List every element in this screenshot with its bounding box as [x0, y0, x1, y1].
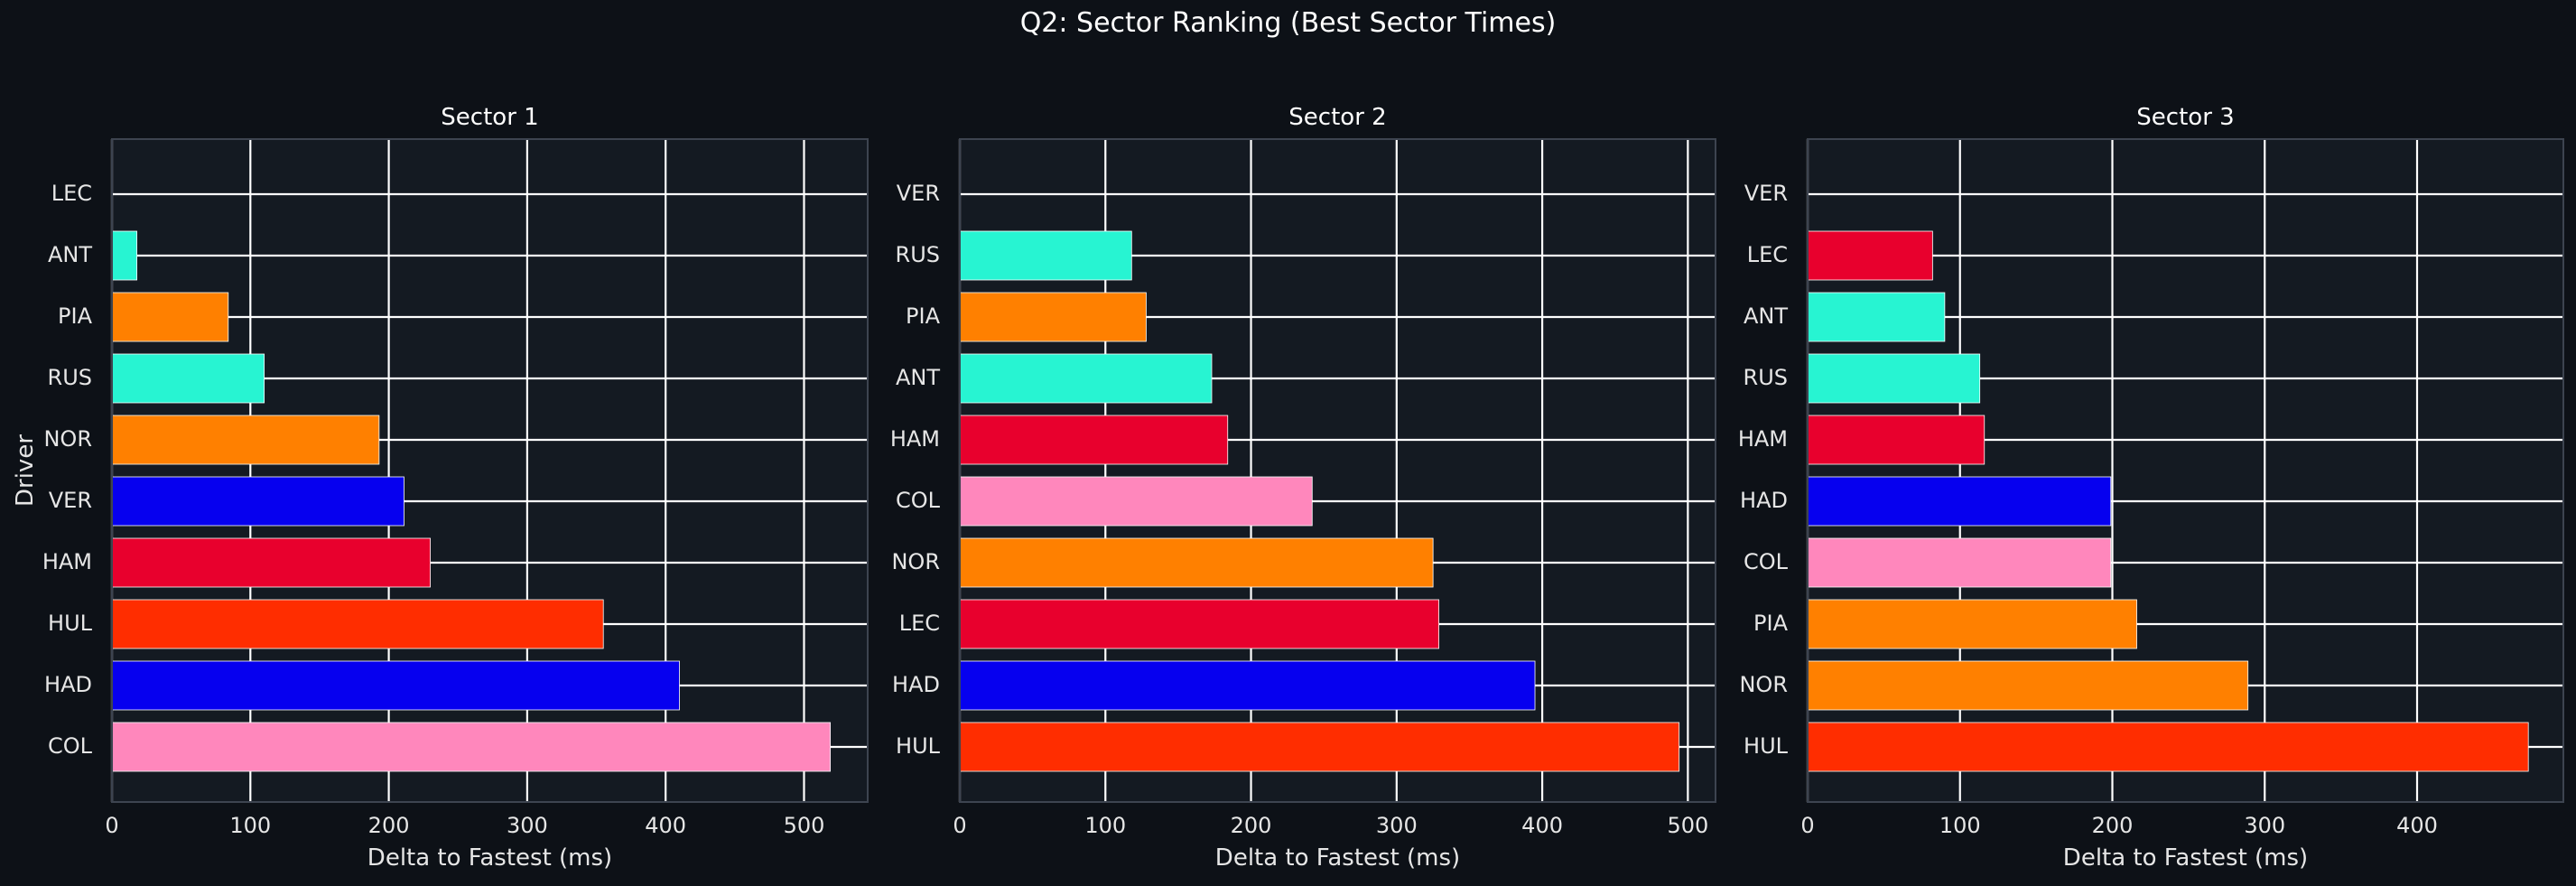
x-tick-label: 0	[1800, 813, 1814, 838]
x-tick-label: 200	[2092, 813, 2134, 838]
bar-HUL	[1807, 722, 2529, 772]
bar-HAM	[959, 415, 1229, 465]
plot-frame	[111, 138, 869, 803]
x-tick-label: 100	[1939, 813, 1981, 838]
y-tick-label: ANT	[896, 365, 940, 390]
y-tick-label: COL	[48, 733, 93, 759]
y-tick-label: NOR	[891, 549, 940, 574]
bar-HAM	[1807, 415, 1985, 465]
y-axis-label: Driver	[12, 434, 39, 507]
y-tick-label: VER	[1744, 181, 1788, 206]
x-tick-label: 500	[784, 813, 825, 838]
y-tick-label: RUS	[48, 365, 92, 390]
bar-PIA	[959, 292, 1147, 342]
x-tick-label: 100	[1084, 813, 1126, 838]
x-tick-label: 400	[1521, 813, 1563, 838]
y-tick-label: RUS	[1744, 365, 1788, 390]
x-tick-label: 0	[105, 813, 118, 838]
y-tick-label: HUL	[896, 733, 941, 759]
bar-HAM	[111, 537, 431, 588]
bar-COL	[111, 722, 832, 772]
bar-RUS	[111, 353, 265, 404]
y-tick-label: PIA	[58, 303, 93, 329]
x-tick-label: 0	[953, 813, 966, 838]
y-tick-label: NOR	[43, 426, 92, 452]
y-tick-label: HAM	[1738, 426, 1788, 452]
x-axis-label: Delta to Fastest (ms)	[2063, 844, 2308, 872]
y-tick-label: LEC	[51, 181, 92, 206]
y-tick-label: ANT	[48, 242, 92, 267]
y-tick-label: VER	[897, 181, 940, 206]
bar-NOR	[959, 537, 1434, 588]
bar-ANT	[1807, 292, 1946, 342]
bar-RUS	[959, 230, 1132, 281]
figure-title: Q2: Sector Ranking (Best Sector Times)	[1019, 7, 1557, 39]
bar-PIA	[1807, 599, 2137, 649]
bar-ANT	[959, 353, 1213, 404]
panel-title: Sector 1	[441, 104, 538, 131]
y-tick-label: HAD	[44, 672, 92, 697]
y-tick-label: VER	[49, 488, 92, 513]
bar-HUL	[111, 599, 604, 649]
bar-VER	[111, 476, 405, 527]
y-tick-label: COL	[1744, 549, 1789, 574]
y-tick-label: COL	[896, 488, 941, 513]
x-tick-label: 500	[1667, 813, 1708, 838]
panel-sector-2: VER RUS PIA ANT HAM COL NOR LEC HAD HUL 0 100 200 300…	[890, 104, 1716, 872]
x-tick-label: 300	[1376, 813, 1418, 838]
y-tick-label: HAD	[892, 672, 940, 697]
x-tick-label: 300	[507, 813, 548, 838]
y-tick-label: NOR	[1739, 672, 1788, 697]
x-tick-label: 200	[1231, 813, 1272, 838]
panel-sector-3: VER LEC ANT RUS HAM HAD COL PIA NOR HUL 0 100 200 300…	[1738, 104, 2564, 872]
x-tick-label: 300	[2244, 813, 2285, 838]
y-tick-label: HAD	[1740, 488, 1788, 513]
x-axis-label: Delta to Fastest (ms)	[1215, 844, 1460, 872]
bar-COL	[1807, 537, 2112, 588]
bar-RUS	[1807, 353, 1981, 404]
y-tick-label: HAM	[890, 426, 940, 452]
bar-HUL	[959, 722, 1680, 772]
y-tick-label: LEC	[1747, 242, 1788, 267]
plot-frame	[1807, 138, 2564, 803]
x-tick-label: 400	[645, 813, 686, 838]
bar-LEC	[1807, 230, 1933, 281]
x-tick-label: 400	[2396, 813, 2438, 838]
x-tick-label: 100	[229, 813, 271, 838]
bar-LEC	[959, 599, 1439, 649]
y-tick-label: PIA	[906, 303, 941, 329]
bar-HAD	[1807, 476, 2112, 527]
y-tick-label: ANT	[1744, 303, 1788, 329]
y-tick-label: HAM	[42, 549, 92, 574]
y-tick-label: HUL	[48, 611, 93, 636]
bar-PIA	[111, 292, 229, 342]
plot-frame	[959, 138, 1716, 803]
bar-ANT	[111, 230, 137, 281]
panel-title: Sector 3	[2136, 104, 2234, 131]
x-tick-label: 200	[368, 813, 410, 838]
bar-HAD	[959, 660, 1536, 711]
x-axis-label: Delta to Fastest (ms)	[367, 844, 612, 872]
y-tick-label: HUL	[1744, 733, 1789, 759]
panel-title: Sector 2	[1288, 104, 1386, 131]
y-tick-label: RUS	[896, 242, 940, 267]
bar-HAD	[111, 660, 680, 711]
bar-NOR	[1807, 660, 2249, 711]
bar-COL	[959, 476, 1313, 527]
panel-sector-1: LEC ANT PIA RUS NOR VER HAM HUL HAD COL 0 100 200 300…	[12, 104, 869, 872]
y-tick-label: PIA	[1753, 611, 1789, 636]
y-tick-label: LEC	[899, 611, 940, 636]
bar-NOR	[111, 415, 380, 465]
